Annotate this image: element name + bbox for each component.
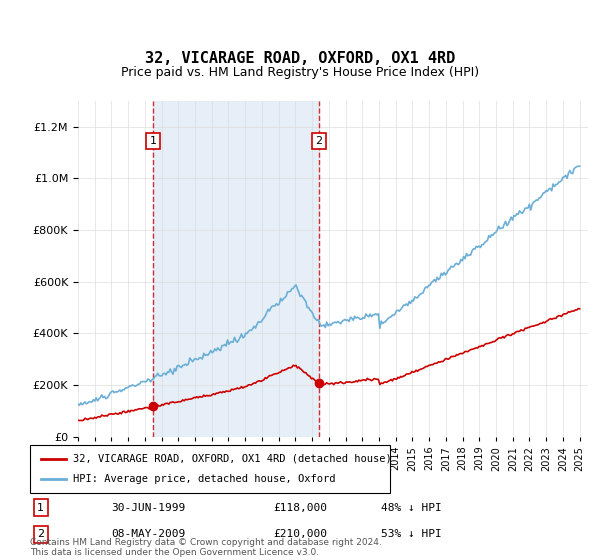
Bar	[153, 101, 319, 437]
Text: £210,000: £210,000	[273, 529, 327, 539]
Text: 48% ↓ HPI: 48% ↓ HPI	[381, 502, 442, 512]
FancyBboxPatch shape	[30, 445, 390, 493]
Text: 53% ↓ HPI: 53% ↓ HPI	[381, 529, 442, 539]
Text: £118,000: £118,000	[273, 502, 327, 512]
Text: 32, VICARAGE ROAD, OXFORD, OX1 4RD (detached house): 32, VICARAGE ROAD, OXFORD, OX1 4RD (deta…	[73, 454, 392, 464]
Text: 1: 1	[37, 502, 44, 512]
Text: 2: 2	[37, 529, 44, 539]
Text: 32, VICARAGE ROAD, OXFORD, OX1 4RD: 32, VICARAGE ROAD, OXFORD, OX1 4RD	[145, 52, 455, 66]
Text: 1: 1	[150, 136, 157, 146]
Text: HPI: Average price, detached house, Oxford: HPI: Average price, detached house, Oxfo…	[73, 474, 336, 484]
Text: 08-MAY-2009: 08-MAY-2009	[111, 529, 185, 539]
Text: Price paid vs. HM Land Registry's House Price Index (HPI): Price paid vs. HM Land Registry's House …	[121, 66, 479, 80]
Text: 30-JUN-1999: 30-JUN-1999	[111, 502, 185, 512]
Text: 2: 2	[315, 136, 322, 146]
Text: Contains HM Land Registry data © Crown copyright and database right 2024.
This d: Contains HM Land Registry data © Crown c…	[30, 538, 382, 557]
